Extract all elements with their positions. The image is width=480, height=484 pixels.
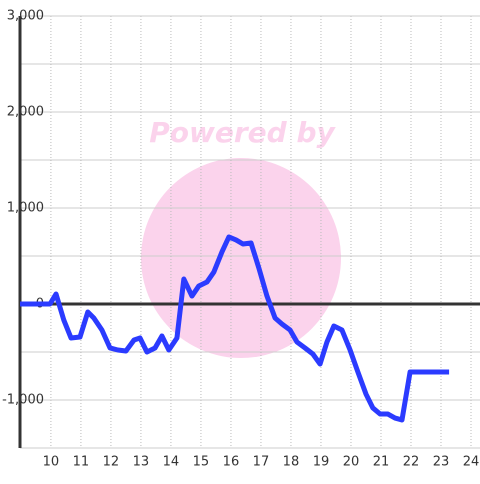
x-tick-label: 24	[463, 455, 480, 470]
x-tick-label: 11	[73, 455, 90, 470]
x-tick-label: 18	[283, 455, 300, 470]
data-line	[20, 234, 450, 423]
x-tick-label: 22	[403, 455, 420, 470]
y-tick-label: 2,000	[7, 105, 44, 120]
x-tick-label: 15	[193, 455, 210, 470]
x-tick-label: 17	[253, 455, 270, 470]
x-tick-label: 21	[373, 455, 390, 470]
watermark: Powered by	[149, 116, 336, 149]
x-tick-label: 23	[433, 455, 450, 470]
x-tick-label: 10	[43, 455, 60, 470]
x-tick-label: 12	[103, 455, 120, 470]
y-tick-label: -1,000	[2, 393, 44, 408]
x-tick-label: 16	[223, 455, 240, 470]
y-tick-label: 1,000	[7, 201, 44, 216]
x-tick-label: 14	[163, 455, 180, 470]
x-tick-label: 20	[343, 455, 360, 470]
x-tick-label: 13	[133, 455, 150, 470]
y-tick-label: 3,000	[7, 9, 44, 24]
x-tick-label: 19	[313, 455, 330, 470]
